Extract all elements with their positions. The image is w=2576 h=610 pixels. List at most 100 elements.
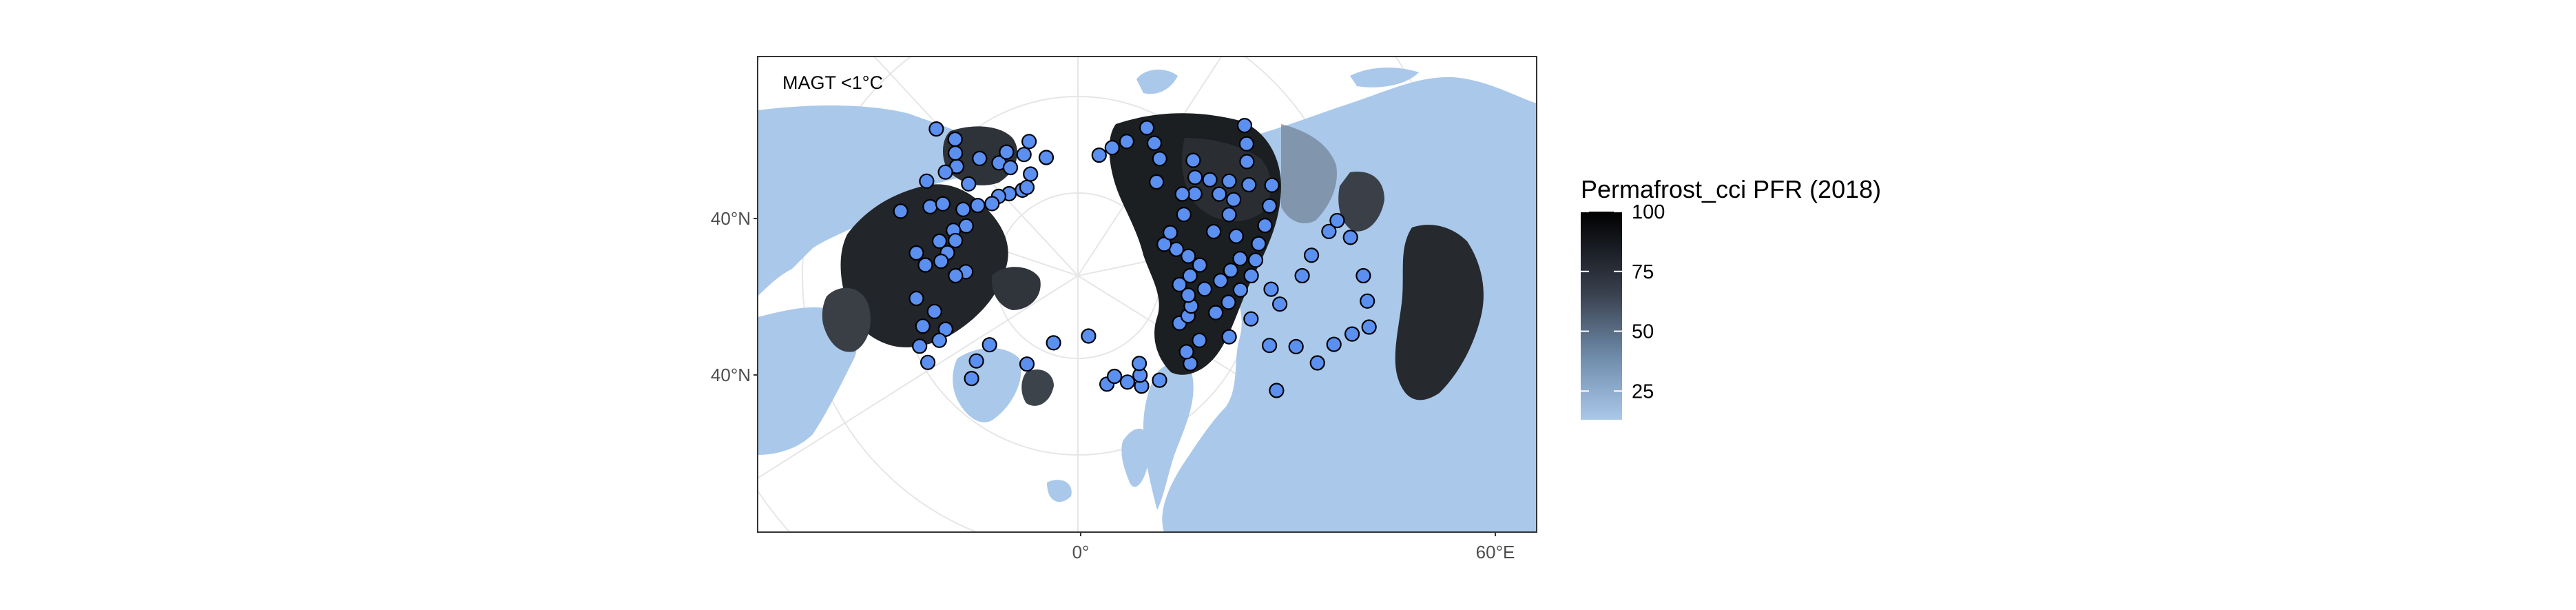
site-point bbox=[984, 196, 1000, 212]
site-point bbox=[1329, 212, 1345, 229]
site-point bbox=[1269, 383, 1285, 398]
site-point bbox=[1251, 236, 1267, 252]
site-point bbox=[961, 176, 977, 192]
site-point bbox=[919, 173, 935, 189]
site-point bbox=[1104, 140, 1120, 156]
site-point bbox=[920, 354, 936, 370]
site-point bbox=[1016, 147, 1032, 163]
site-point bbox=[1091, 148, 1107, 163]
site-point bbox=[935, 196, 951, 212]
site-point bbox=[1288, 338, 1304, 354]
site-point bbox=[1243, 267, 1259, 284]
site-point bbox=[1139, 120, 1155, 136]
site-point bbox=[1223, 263, 1239, 278]
site-point bbox=[1238, 136, 1255, 152]
site-point bbox=[970, 198, 986, 214]
legend-tick-label: 25 bbox=[1632, 380, 1654, 403]
site-point bbox=[1019, 179, 1035, 195]
site-point bbox=[1360, 293, 1375, 309]
site-point bbox=[1261, 198, 1278, 214]
site-point bbox=[917, 257, 933, 273]
x-tick-label: 0° bbox=[1072, 542, 1090, 562]
site-point bbox=[1119, 134, 1135, 150]
site-point bbox=[1263, 281, 1279, 297]
site-point bbox=[1119, 374, 1136, 390]
site-point bbox=[1361, 319, 1377, 335]
site-point bbox=[1178, 344, 1194, 360]
site-point bbox=[1326, 336, 1342, 352]
legend-colorbar bbox=[1581, 212, 1622, 420]
site-point bbox=[931, 233, 948, 249]
site-point bbox=[1321, 223, 1337, 239]
y-axis: 40°N 40°N bbox=[711, 208, 758, 385]
site-point bbox=[1294, 267, 1310, 284]
site-point bbox=[1221, 294, 1236, 310]
x-axis: 0° 60°E bbox=[1072, 532, 1515, 562]
site-point bbox=[1192, 257, 1208, 273]
site-point bbox=[981, 337, 997, 353]
site-point bbox=[1162, 225, 1178, 241]
site-point bbox=[1221, 329, 1237, 345]
legend-tick-label: 75 bbox=[1632, 261, 1654, 283]
site-point bbox=[1182, 267, 1198, 284]
site-point bbox=[972, 150, 988, 166]
legend-tick-label: 50 bbox=[1632, 321, 1654, 343]
site-point bbox=[933, 254, 949, 270]
site-point bbox=[1225, 192, 1242, 207]
site-point bbox=[928, 121, 944, 137]
site-point bbox=[1181, 248, 1196, 264]
site-point bbox=[1232, 251, 1248, 267]
site-point bbox=[955, 201, 971, 217]
site-point bbox=[908, 245, 924, 261]
site-point bbox=[937, 164, 953, 180]
site-point bbox=[1271, 296, 1288, 312]
site-point bbox=[1152, 372, 1167, 388]
site-point bbox=[915, 318, 931, 334]
site-point bbox=[1239, 154, 1255, 170]
site-point bbox=[1264, 177, 1280, 193]
y-tick-label: 40°N bbox=[711, 365, 751, 385]
site-point bbox=[1038, 150, 1055, 165]
site-point bbox=[999, 144, 1015, 160]
site-point bbox=[893, 203, 908, 219]
site-point bbox=[908, 290, 924, 307]
site-point bbox=[948, 267, 964, 284]
site-point bbox=[1152, 151, 1167, 167]
site-point bbox=[1221, 173, 1237, 189]
y-tick-label: 40°N bbox=[711, 208, 751, 229]
site-point bbox=[1156, 236, 1172, 252]
x-tick-label: 60°E bbox=[1476, 542, 1515, 562]
panel-border bbox=[757, 56, 1537, 533]
legend-title: Permafrost_cci PFR (2018) bbox=[1581, 175, 1881, 203]
legend: Permafrost_cci PFR (2018) 25 50 75 100 bbox=[1581, 175, 1881, 420]
site-point bbox=[1309, 355, 1325, 371]
site-point bbox=[964, 370, 979, 387]
site-point bbox=[1149, 174, 1165, 190]
site-point bbox=[1146, 135, 1163, 151]
legend-tick-label: 100 bbox=[1632, 201, 1665, 223]
site-point bbox=[1211, 186, 1227, 202]
site-point bbox=[947, 131, 963, 148]
site-point bbox=[1021, 134, 1037, 150]
map-panel: MAGT <1°C bbox=[757, 56, 1537, 533]
site-point bbox=[1207, 305, 1224, 321]
site-point bbox=[1131, 356, 1147, 372]
site-point bbox=[1232, 282, 1249, 298]
site-point bbox=[1241, 176, 1257, 193]
site-point bbox=[1261, 338, 1278, 354]
site-point bbox=[1187, 186, 1203, 202]
site-point bbox=[968, 353, 984, 369]
site-point bbox=[1221, 207, 1237, 223]
site-point bbox=[1002, 160, 1019, 176]
site-point bbox=[1019, 356, 1035, 372]
site-point bbox=[1303, 247, 1320, 263]
site-point bbox=[926, 303, 942, 319]
site-point bbox=[912, 338, 928, 354]
site-point bbox=[1081, 328, 1097, 344]
site-point bbox=[1046, 335, 1061, 351]
site-point bbox=[948, 232, 964, 249]
legend-ticks: 25 50 75 100 bbox=[1581, 201, 1665, 403]
site-point bbox=[1243, 311, 1259, 327]
site-point bbox=[1355, 267, 1371, 284]
site-point bbox=[1106, 368, 1123, 385]
